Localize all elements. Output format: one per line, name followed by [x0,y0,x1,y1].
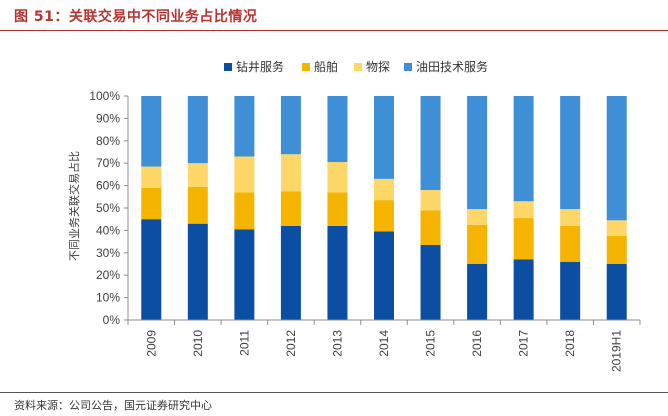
bar-segment [606,220,627,236]
x-tick-label: 2011 [237,330,251,356]
bar-segment [420,244,441,320]
x-tick-label: 2014 [377,330,391,357]
bar-segment [327,225,348,320]
x-tick-label: 2012 [284,330,298,357]
bar-segment [187,163,208,187]
bar-segment [467,264,488,320]
figure-title: 图 51：关联交易中不同业务占比情况 [14,9,258,25]
legend-swatch [404,63,412,71]
bar-segment [327,96,348,163]
x-tick-label: 2010 [191,330,205,357]
bar-segment [606,96,627,221]
legend-swatch [224,63,232,71]
legend: 钻井服务 船舶 物探 油田技术服务 [224,59,488,74]
bar-segment [141,219,162,320]
bar-segment [467,96,488,210]
bar-segment [327,192,348,226]
bar-segment [513,201,534,219]
legend-label: 船舶 [314,59,338,74]
bar-segment [141,96,162,167]
legend-swatch [354,63,362,71]
bar-segment [373,178,394,201]
bar-segment [234,156,255,193]
bar-segment [234,229,255,320]
source-rule [0,392,668,393]
bar-segment [560,261,581,320]
y-tick-label: 40% [96,223,120,237]
bar-segment [373,200,394,232]
y-tick-label: 90% [96,111,120,125]
bar-segment [280,225,301,320]
x-tick-label: 2016 [470,330,484,357]
bar-segment [467,209,488,225]
bar-segment [560,209,581,226]
bar-segment [373,96,394,179]
y-tick-label: 30% [96,246,120,260]
source-note: 资料来源：公司公告，国元证券研究中心 [14,399,212,412]
bars [141,96,627,320]
bar-segment [513,218,534,260]
x-tick-label: 2017 [517,330,531,357]
bar-segment [187,186,208,224]
bar-segment [513,259,534,320]
bar-segment [280,154,301,192]
bar-segment [560,96,581,210]
bar-segment [420,96,441,191]
bar-segment [327,162,348,193]
x-tick-label: 2019H1 [610,330,624,372]
legend-label: 钻井服务 [236,59,284,74]
x-tick-label: 2015 [424,330,438,357]
y-tick-label: 50% [96,201,120,215]
y-axis: 0% 10% 20% 30% 40% 50% 60% 70% 80% 90% 100% [89,89,129,327]
y-tick-label: 100% [89,89,120,103]
bar-segment [280,191,301,226]
y-tick-label: 10% [96,291,120,305]
bar-segment [420,210,441,245]
y-tick-label: 20% [96,268,120,282]
title-rule [0,30,668,31]
bar-segment [560,225,581,262]
legend-label: 物探 [366,60,390,74]
bar-segment [234,96,255,157]
bar-segment [141,187,162,220]
bar-segment [234,192,255,230]
y-tick-label: 60% [96,179,120,193]
y-tick-label: 0% [103,313,121,327]
stacked-bar-chart: 钻井服务 船舶 物探 油田技术服务 不同业务关联交易占比 0% 10% 20% 30% 40%… [67,59,641,372]
x-tick-label: 2018 [563,330,577,357]
legend-swatch [302,63,310,71]
bar-segment [373,231,394,320]
bar-segment [187,96,208,164]
bar-segment [606,264,627,320]
bar-segment [280,96,301,155]
y-tick-label: 80% [96,134,120,148]
bar-segment [467,224,488,264]
x-tick-label: 2013 [330,330,344,357]
bar-segment [606,236,627,264]
bar-segment [187,223,208,320]
bar-segment [141,166,162,188]
x-axis: 2009 2010 2011 2012 2013 2014 2015 2016 2017 2018… [127,319,641,372]
y-axis-label: 不同业务关联交易占比 [67,151,81,261]
y-tick-label: 70% [96,156,120,170]
bar-segment [513,96,534,202]
x-tick-label: 2009 [144,330,158,357]
bar-segment [420,190,441,211]
legend-label: 油田技术服务 [416,59,488,74]
